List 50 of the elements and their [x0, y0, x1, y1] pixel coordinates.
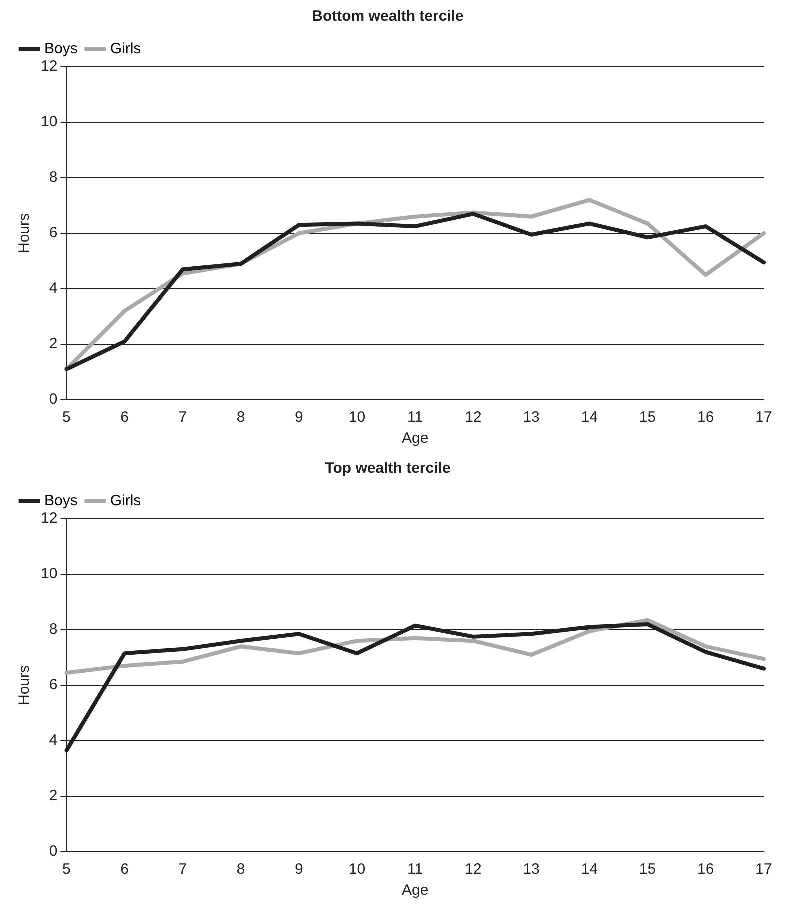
y-tick-label: 0	[49, 391, 58, 408]
x-tick-label: 17	[756, 409, 772, 426]
x-tick-label: 17	[756, 861, 772, 878]
x-tick-label: 8	[236, 861, 246, 878]
y-tick-label: 8	[49, 169, 58, 186]
x-axis-title: Age	[402, 430, 429, 448]
legend-label: Girls	[110, 492, 142, 510]
x-tick-label: 11	[408, 861, 424, 878]
x-tick-label: 10	[348, 409, 366, 426]
x-tick-label: 9	[294, 409, 304, 426]
x-tick-label: 5	[62, 861, 71, 878]
x-tick-label: 6	[120, 409, 129, 426]
y-axis-title: Hours	[16, 213, 34, 254]
x-tick-label: 12	[465, 409, 482, 426]
x-tick-label: 10	[348, 861, 366, 878]
chart-title: Top wealth tercile	[325, 460, 451, 478]
x-tick-label: 16	[698, 409, 714, 426]
y-axis-title: Hours	[16, 665, 34, 706]
legend-label: Girls	[110, 40, 142, 58]
x-tick-label: 12	[465, 861, 482, 878]
y-tick-label: 2	[49, 336, 58, 353]
y-tick-label: 12	[40, 58, 58, 76]
y-tick-label: 0	[49, 843, 58, 860]
x-tick-label: 14	[581, 861, 598, 878]
y-tick-label: 8	[49, 621, 58, 638]
x-tick-label: 9	[294, 861, 304, 878]
x-tick-label: 15	[639, 861, 656, 878]
x-tick-label: 5	[62, 409, 71, 426]
x-tick-label: 8	[236, 409, 246, 426]
x-tick-label: 15	[639, 409, 656, 426]
x-tick-label: 13	[523, 861, 540, 878]
x-tick-label: 7	[178, 861, 188, 878]
y-tick-label: 10	[40, 566, 58, 583]
legend-label: Boys	[44, 40, 78, 58]
chart-title: Bottom wealth tercile	[312, 8, 464, 26]
y-tick-label: 2	[49, 788, 58, 805]
legend-label: Boys	[44, 492, 78, 510]
y-tick-label: 4	[49, 732, 58, 750]
x-tick-label: 7	[178, 409, 188, 426]
x-tick-label: 16	[698, 861, 714, 878]
x-tick-label: 13	[523, 409, 540, 426]
y-tick-label: 6	[49, 676, 58, 694]
y-tick-label: 4	[49, 280, 58, 298]
y-tick-label: 6	[49, 224, 58, 242]
y-tick-label: 10	[40, 114, 58, 131]
x-tick-label: 11	[408, 409, 424, 426]
x-tick-label: 14	[581, 409, 598, 426]
x-axis-title: Age	[402, 882, 429, 900]
y-tick-label: 12	[40, 510, 58, 528]
x-tick-label: 6	[120, 861, 129, 878]
